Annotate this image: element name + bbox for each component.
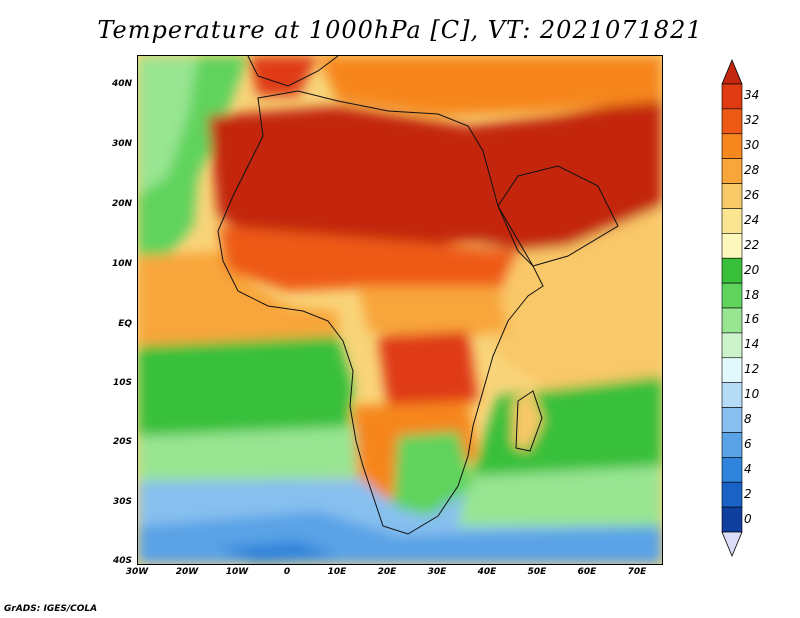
south-atlantic-light <box>138 426 383 486</box>
lat-tick-40s: 40S <box>112 556 132 566</box>
indian-ocean-warm <box>478 206 662 396</box>
colorbar-swatch <box>721 432 743 458</box>
madagascar-coastline <box>515 390 543 452</box>
arabia-coastline <box>497 165 619 267</box>
southern-africa-green <box>393 431 473 516</box>
colorbar-label: 6 <box>744 436 752 451</box>
lat-tick-30n: 30N <box>111 139 132 149</box>
lon-tick-0: 0 <box>283 567 291 577</box>
lat-tick-10n: 10N <box>111 259 132 269</box>
north-atlantic-cooler <box>138 56 198 196</box>
lon-tick-40e: 40E <box>477 567 497 577</box>
footer-credit: GrADS: IGES/COLA <box>4 604 98 614</box>
lon-tick-70e: 70E <box>627 567 647 577</box>
colorbar-swatch <box>721 332 743 359</box>
colorbar-swatch <box>721 307 743 334</box>
lon-tick-60e: 60E <box>577 567 597 577</box>
southern-ocean-cold <box>218 541 338 564</box>
lat-tick-eq: EQ <box>118 319 132 329</box>
colorbar-swatch <box>721 158 743 184</box>
colorbar-label: 4 <box>744 461 752 476</box>
coastlines <box>217 56 619 535</box>
colorbar-swatch <box>721 506 743 533</box>
colorbar-label: 12 <box>744 362 760 377</box>
south-atlantic-green <box>138 336 353 436</box>
central-africa <box>358 286 508 341</box>
colorbar-label: 10 <box>744 387 760 402</box>
lat-tick-30s: 30S <box>112 497 132 507</box>
colorbar-label: 8 <box>744 412 752 426</box>
colorbar-label: 34 <box>744 88 760 103</box>
colorbar-over-triangle <box>721 58 743 85</box>
colorbar-swatch <box>721 83 743 110</box>
africa-coastline <box>217 90 544 535</box>
lon-tick-30e: 30E <box>427 567 447 577</box>
colorbar-swatch <box>721 233 743 259</box>
colorbar-swatch <box>721 282 743 309</box>
lat-tick-10s: 10S <box>112 378 132 388</box>
chart-title: Temperature at 1000hPa [C], VT: 20210718… <box>97 16 703 44</box>
colorbar-label: 16 <box>744 312 760 327</box>
lon-tick-10e: 10E <box>327 567 347 577</box>
colorbar-swatch <box>721 457 743 483</box>
congo-hot <box>378 331 478 406</box>
guinea-warm <box>138 251 338 356</box>
lon-tick-20e: 20E <box>377 567 397 577</box>
colorbar-label: 26 <box>744 188 760 202</box>
iberia-hot <box>248 56 318 96</box>
colorbar-label: 2 <box>744 486 752 501</box>
colorbar-label: 30 <box>744 138 760 153</box>
temperature-field <box>138 56 662 564</box>
sahara-hot <box>208 96 662 251</box>
sahel-warm <box>218 226 518 296</box>
colorbar-label: 18 <box>744 287 760 302</box>
lon-tick-30w: 30W <box>125 567 149 577</box>
mediterranean-warm <box>318 56 662 116</box>
iberia-coastline <box>247 56 339 87</box>
colorbar-label: 14 <box>744 337 760 352</box>
colorbar-swatch <box>721 208 743 234</box>
colorbar-swatch <box>721 407 743 433</box>
colorbar-swatch <box>721 183 743 209</box>
colorbar-swatch <box>721 257 743 284</box>
colorbar-label: 32 <box>744 113 760 128</box>
colorbar-label: 28 <box>744 163 760 178</box>
colorbar-label: 22 <box>744 237 760 252</box>
colorbar-swatch <box>721 108 743 135</box>
colorbar-swatch <box>721 481 743 508</box>
lat-tick-20n: 20N <box>111 199 132 209</box>
lon-tick-10w: 10W <box>225 567 249 577</box>
colorbar-label: 24 <box>744 212 760 227</box>
lon-tick-50e: 50E <box>527 567 547 577</box>
colorbar-swatch <box>721 357 743 383</box>
colorbar-label: 0 <box>744 511 752 526</box>
lat-tick-40n: 40N <box>111 79 132 89</box>
colorbar-swatch <box>721 382 743 408</box>
colorbar <box>721 58 743 558</box>
colorbar-label: 20 <box>744 262 760 277</box>
map-panel <box>137 55 663 565</box>
lon-tick-20w: 20W <box>175 567 199 577</box>
colorbar-swatch <box>721 133 743 159</box>
indian-ocean-light <box>458 466 662 526</box>
colorbar-under-triangle <box>721 531 743 558</box>
lat-tick-20s: 20S <box>112 437 132 447</box>
